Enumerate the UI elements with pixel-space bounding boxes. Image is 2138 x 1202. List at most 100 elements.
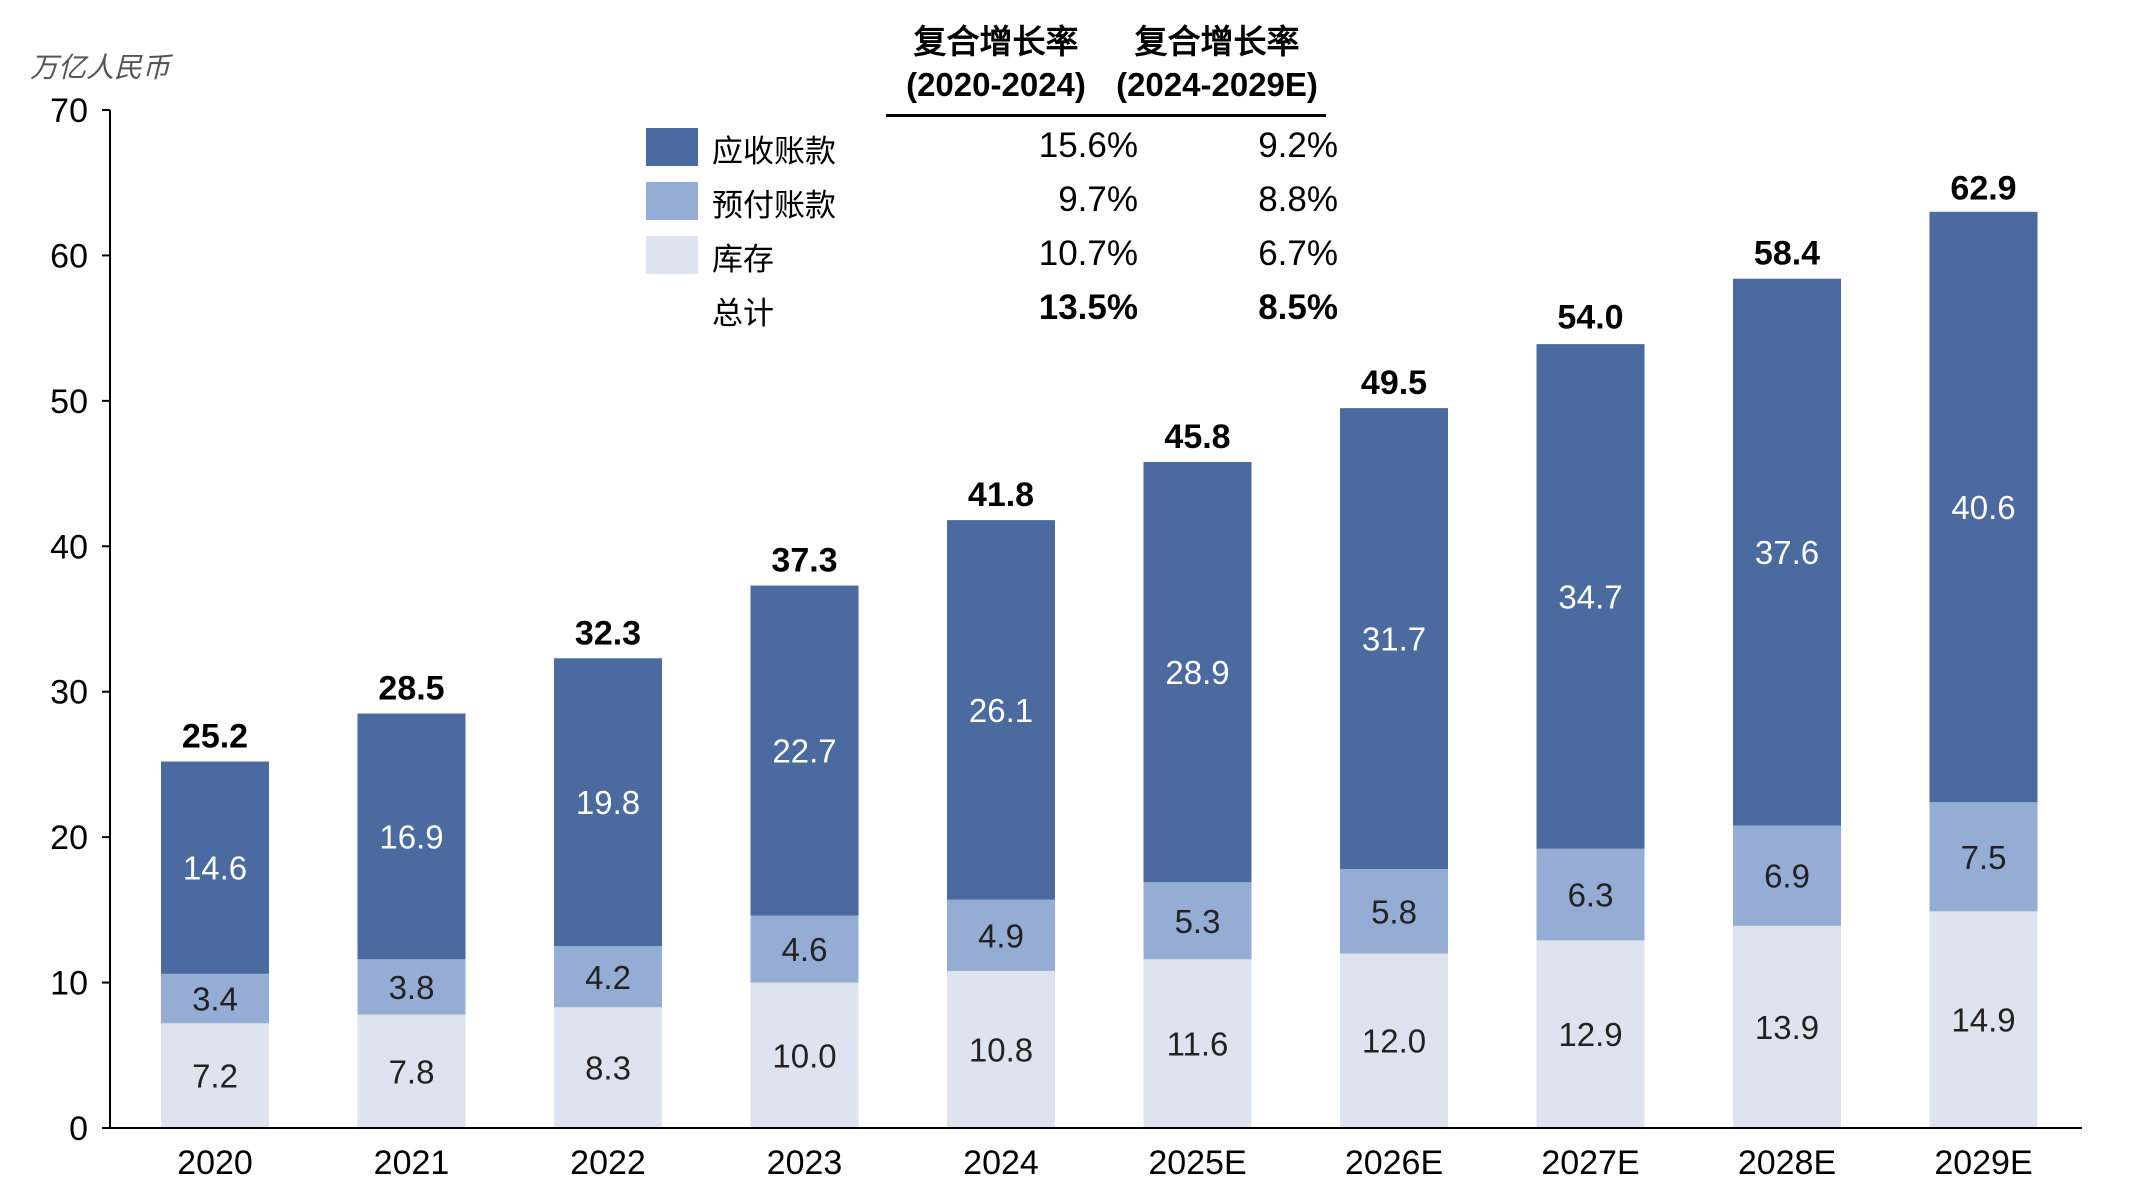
bar-segment	[947, 970, 1055, 1128]
total-value-label: 41.8	[968, 476, 1034, 514]
legend-swatch-prepayments	[646, 182, 698, 220]
bar-group-2020: 7.2 3.4 14.6 25.2	[161, 718, 269, 1128]
x-axis: 2020 2021 2022 2023 2024 2025E 2026E 2027E 2028E…	[110, 1127, 2082, 1182]
bar-segment	[1536, 940, 1645, 1128]
x-tick-label: 2027E	[1541, 1144, 1639, 1182]
total-value-label: 62.9	[1950, 169, 2016, 207]
segment-value-label: 12.9	[1558, 1016, 1622, 1053]
total-value-label: 32.3	[575, 614, 641, 652]
x-tick-label: 2026E	[1345, 1144, 1443, 1182]
legend-label: 应收账款	[712, 134, 836, 170]
segment-value-label: 16.9	[379, 818, 443, 855]
cagr-value: 6.7%	[1258, 234, 1338, 273]
segment-value-label: 22.7	[772, 733, 836, 770]
bar-group-2027E: 12.9 6.3 34.7 54.0	[1536, 299, 1645, 1128]
segment-value-label: 3.8	[389, 969, 435, 1006]
x-tick-label: 2022	[570, 1144, 646, 1182]
total-value-label: 25.2	[182, 718, 248, 756]
total-value-label: 58.4	[1754, 235, 1820, 273]
bar-group-2026E: 12.0 5.8 31.7 49.5	[1340, 364, 1448, 1128]
x-tick-label: 2028E	[1738, 1144, 1836, 1182]
segment-value-label: 4.6	[782, 931, 828, 968]
bar-group-2028E: 13.9 6.9 37.6 58.4	[1733, 235, 1841, 1128]
y-tick-label: 0	[69, 1110, 88, 1148]
bar-segment	[947, 520, 1055, 900]
cagr-header-period: (2024-2029E)	[1116, 66, 1318, 103]
total-value-label: 28.5	[378, 670, 444, 708]
cagr-header-underline	[886, 114, 1326, 117]
bar-segment	[1733, 925, 1841, 1128]
cagr-header-title: 复合增长率	[1134, 22, 1300, 61]
bar-segment	[554, 946, 662, 1008]
segment-value-label: 31.7	[1362, 621, 1426, 658]
total-value-label: 49.5	[1361, 364, 1427, 402]
bar-segment	[357, 959, 466, 1015]
segment-value-label: 10.0	[772, 1037, 836, 1074]
legend-label: 库存	[712, 242, 774, 278]
bar-group-2022: 8.3 4.2 19.8 32.3	[554, 614, 662, 1128]
bar-segment	[1143, 882, 1252, 960]
bar-group-2024: 10.8 4.9 26.1 41.8	[947, 476, 1055, 1128]
segment-value-label: 6.3	[1568, 877, 1614, 914]
segment-value-label: 37.6	[1755, 534, 1819, 571]
bar-segment	[161, 973, 269, 1024]
bar-segment	[1536, 848, 1645, 941]
bar-segment	[1733, 825, 1841, 926]
legend-row-prepayments: 预付账款 9.7% 8.8%	[646, 178, 1366, 232]
y-tick-label: 20	[50, 819, 88, 857]
segment-value-label: 40.6	[1951, 489, 2015, 526]
segment-value-label: 7.8	[389, 1053, 435, 1090]
segment-value-label: 8.3	[585, 1050, 631, 1087]
bar-segment	[750, 982, 859, 1128]
bar-segment	[750, 585, 859, 916]
y-tick-label: 40	[50, 528, 88, 566]
total-value-label: 37.3	[771, 542, 837, 580]
bar-group-2029E: 14.9 7.5 40.6 62.9	[1929, 169, 2038, 1128]
bar-segment	[1340, 953, 1448, 1128]
total-value-label: 54.0	[1557, 299, 1623, 337]
segment-value-label: 6.9	[1764, 858, 1810, 895]
cagr-header-2024-2029: 复合增长率 (2024-2029E)	[1102, 20, 1332, 106]
bar-segment	[1143, 461, 1252, 883]
y-tick-label: 70	[50, 92, 88, 130]
segment-value-label: 11.6	[1167, 1026, 1229, 1063]
segment-value-label: 10.8	[969, 1031, 1033, 1068]
bar-segment	[554, 1007, 662, 1128]
bar-segment	[1929, 911, 2038, 1128]
bar-segment	[1929, 211, 2038, 803]
legend-row-inventory: 库存 10.7% 6.7%	[646, 232, 1366, 286]
segment-value-label: 7.5	[1961, 839, 2007, 876]
cagr-value: 9.7%	[1058, 180, 1138, 219]
segment-value-label: 4.2	[585, 959, 631, 996]
cagr-value: 13.5%	[1038, 288, 1138, 327]
y-tick-label: 60	[50, 237, 88, 275]
bar-group-2025E: 11.6 5.3 28.9 45.8	[1143, 418, 1252, 1128]
segment-value-label: 5.8	[1371, 893, 1417, 930]
x-tick-label: 2029E	[1934, 1144, 2032, 1182]
y-axis: 0 10 20 30 40 50 60 70	[50, 92, 111, 1148]
y-tick-label: 10	[50, 965, 88, 1003]
bar-segment	[554, 658, 662, 947]
cagr-value: 15.6%	[1038, 126, 1138, 165]
legend-row-receivables: 应收账款 15.6% 9.2%	[646, 124, 1366, 178]
legend-row-total: 总计 13.5% 8.5%	[646, 286, 1366, 340]
segment-value-label: 26.1	[969, 692, 1033, 729]
bar-segment	[161, 1023, 269, 1128]
bar-segment	[1536, 344, 1645, 849]
segment-value-label: 5.3	[1175, 903, 1221, 940]
bar-group-2023: 10.0 4.6 22.7 37.3	[750, 542, 859, 1128]
bar-segment	[161, 761, 269, 974]
cagr-header-title: 复合增长率	[913, 22, 1079, 61]
unit-label: 万亿人民币	[30, 51, 171, 84]
segment-value-label: 12.0	[1362, 1023, 1426, 1060]
legend-label: 预付账款	[712, 188, 836, 224]
cagr-value: 10.7%	[1038, 234, 1138, 273]
legend-swatch-receivables	[646, 128, 698, 166]
segment-value-label: 7.2	[192, 1058, 238, 1095]
x-tick-label: 2024	[963, 1144, 1039, 1182]
segment-value-label: 28.9	[1165, 654, 1229, 691]
bar-segment	[750, 915, 859, 983]
bar-segment	[1143, 959, 1252, 1128]
total-value-label: 45.8	[1164, 418, 1230, 456]
